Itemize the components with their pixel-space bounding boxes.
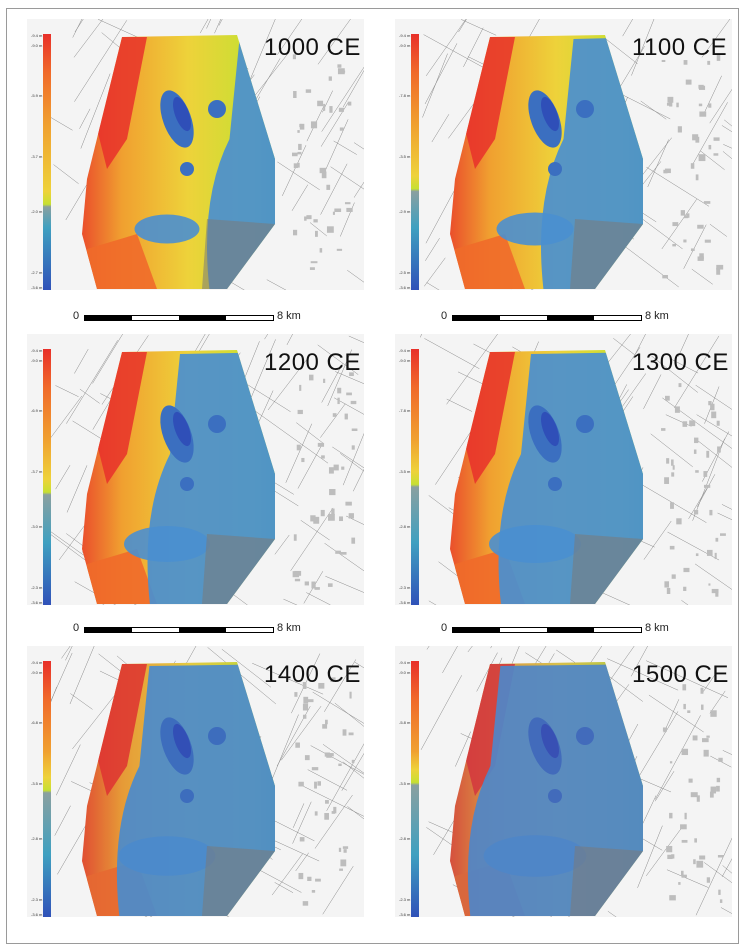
scale-distance: 8 km [645, 310, 669, 322]
legend-tick-label: -9.4 m [31, 33, 43, 38]
legend-tick-label: -5.9 m [31, 93, 43, 99]
legend-color-ramp [43, 34, 51, 290]
legend-tick-label: -5.8 m [399, 720, 411, 726]
legend-tick-label: -9.0 m [399, 43, 411, 49]
legend-tick-label: -2.5 m [399, 269, 411, 275]
period-label: 1000 CE [264, 34, 361, 61]
legend-tick-label: -2.3 m [399, 584, 411, 590]
legend-tick-label: -2.8 m [399, 836, 411, 842]
legend-color-ramp [411, 34, 419, 290]
legend-tick-label: -9.4 m [399, 660, 411, 665]
urban-areas [661, 54, 724, 279]
scale-zero: 0 [73, 622, 80, 634]
legend-tick-label: -9.0 m [399, 358, 411, 364]
scale-bar: 0 8 km [441, 622, 681, 637]
legend-tick-label: -3.6 m [399, 912, 411, 917]
legend-tick-label: -3.6 m [31, 912, 43, 917]
legend-color-ramp [411, 661, 419, 917]
legend-tick-label: -3.5 m [31, 780, 43, 786]
period-label: 1400 CE [264, 661, 361, 688]
scale-distance: 8 km [277, 622, 301, 634]
legend-tick-label: -2.3 m [399, 896, 411, 902]
legend-tick-label: -3.7 m [31, 153, 43, 159]
legend-tick-label: -9.0 m [31, 670, 43, 676]
map-panel-1000: 1000 CE -9.4 m -9.0 m -5.9 m -3.7 m -2.0 m -2… [27, 19, 364, 290]
legend-tick-label: -2.0 m [31, 209, 43, 215]
legend-tick-label: -2.3 m [31, 584, 43, 590]
scale-distance: 8 km [277, 310, 301, 322]
period-label: 1500 CE [632, 661, 729, 688]
base-map [395, 19, 732, 290]
legend-tick-label: -9.4 m [31, 348, 43, 353]
legend-tick-label: -2.7 m [31, 269, 43, 275]
legend-tick-label: -3.6 m [31, 600, 43, 605]
map-panel-1300: 1300 CE -9.4 m -9.0 m -7.8 m -3.5 m -2.8 m -2… [395, 334, 732, 605]
legend-tick-label: -9.4 m [399, 348, 411, 353]
legend-tick-label: -3.6 m [399, 600, 411, 605]
urban-areas [292, 372, 358, 590]
legend-tick-label: -3.5 m [399, 153, 411, 159]
legend-color-ramp [43, 661, 51, 917]
legend-tick-label: -2.8 m [399, 524, 411, 530]
legend-tick-label: -2.9 m [399, 209, 411, 215]
base-map [27, 19, 364, 290]
map-panel-1100: 1100 CE -9.4 m -9.0 m -7.8 m -3.5 m -2.9 m -2… [395, 19, 732, 290]
scale-bar: 0 8 km [73, 310, 313, 325]
map-panel-1500: 1500 CE -9.4 m -9.0 m -5.8 m -3.5 m -2.8 m -2… [395, 646, 732, 917]
legend-tick-label: -2.8 m [31, 836, 43, 842]
legend-tick-label: -9.4 m [399, 33, 411, 38]
scale-distance: 8 km [645, 622, 669, 634]
period-label: 1100 CE [632, 34, 728, 61]
legend-tick-label: -2.3 m [31, 896, 43, 902]
legend-tick-label: -6.9 m [31, 408, 43, 414]
map-panel-1200: 1200 CE -9.4 m -9.0 m -6.9 m -3.7 m -3.0 m -2… [27, 334, 364, 605]
legend-color-ramp [43, 349, 51, 605]
urban-areas [294, 677, 355, 906]
base-map [395, 646, 732, 917]
legend-tick-label: -3.0 m [31, 524, 43, 530]
legend-tick-label: -7.8 m [399, 408, 411, 414]
scale-zero: 0 [441, 310, 448, 322]
base-map [395, 334, 732, 605]
urban-areas [662, 684, 724, 903]
scale-bar: 0 8 km [441, 310, 681, 325]
legend-tick-label: -6.8 m [31, 720, 43, 726]
legend-tick-label: -7.8 m [399, 93, 411, 99]
scale-zero: 0 [73, 310, 80, 322]
legend-tick-label: -3.7 m [31, 468, 43, 474]
period-label: 1200 CE [264, 349, 361, 376]
scale-zero: 0 [441, 622, 448, 634]
legend-tick-label: -9.0 m [31, 43, 43, 49]
elevation-surface [450, 662, 643, 916]
urban-areas [292, 54, 353, 270]
legend-tick-label: -3.6 m [399, 285, 411, 290]
legend-tick-label: -3.5 m [399, 468, 411, 474]
urban-areas [661, 383, 726, 597]
legend-tick-label: -9.4 m [31, 660, 43, 665]
legend-tick-label: -9.0 m [399, 670, 411, 676]
map-panel-1400: 1400 CE -9.4 m -9.0 m -6.8 m -3.5 m -2.8 m -2… [27, 646, 364, 917]
base-map [27, 334, 364, 605]
legend-tick-label: -3.6 m [31, 285, 43, 290]
base-map [27, 646, 364, 917]
scale-bar: 0 8 km [73, 622, 313, 637]
legend-tick-label: -9.0 m [31, 358, 43, 364]
legend-color-ramp [411, 349, 419, 605]
legend-tick-label: -3.5 m [399, 780, 411, 786]
figure-frame: 1000 CE -9.4 m -9.0 m -5.9 m -3.7 m -2.0 m -2… [6, 8, 739, 944]
period-label: 1300 CE [632, 349, 729, 376]
